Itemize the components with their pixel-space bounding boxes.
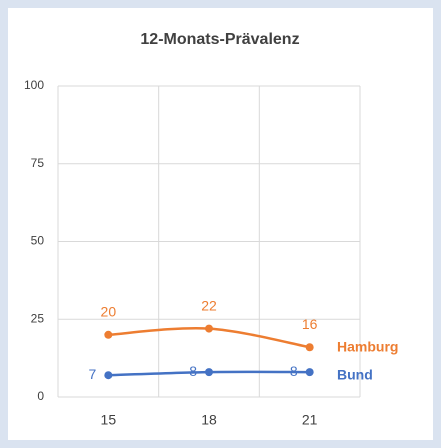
data-point xyxy=(104,330,113,339)
data-point xyxy=(305,343,314,352)
series-label: Hamburg xyxy=(337,339,398,355)
y-tick-label: 0 xyxy=(37,389,44,403)
data-label: 20 xyxy=(101,304,117,320)
x-tick-label: 15 xyxy=(101,412,117,428)
y-tick-label: 50 xyxy=(31,234,45,248)
data-point xyxy=(305,368,314,377)
chart-title: 12-Monats-Prävalenz xyxy=(140,31,299,48)
series-label: Bund xyxy=(337,367,373,383)
data-point xyxy=(205,368,213,377)
chart-panel xyxy=(8,8,433,440)
x-tick-label: 18 xyxy=(201,412,217,428)
data-label: 22 xyxy=(201,297,217,313)
y-tick-label: 75 xyxy=(31,156,45,170)
y-tick-label: 100 xyxy=(24,78,44,92)
data-label: 16 xyxy=(302,316,318,332)
data-label: 8 xyxy=(290,363,298,379)
data-label: 8 xyxy=(189,363,197,379)
data-label: 7 xyxy=(89,366,97,382)
data-point xyxy=(205,324,213,333)
y-tick-label: 25 xyxy=(31,311,45,325)
data-point xyxy=(104,371,113,380)
x-tick-label: 21 xyxy=(302,412,318,428)
